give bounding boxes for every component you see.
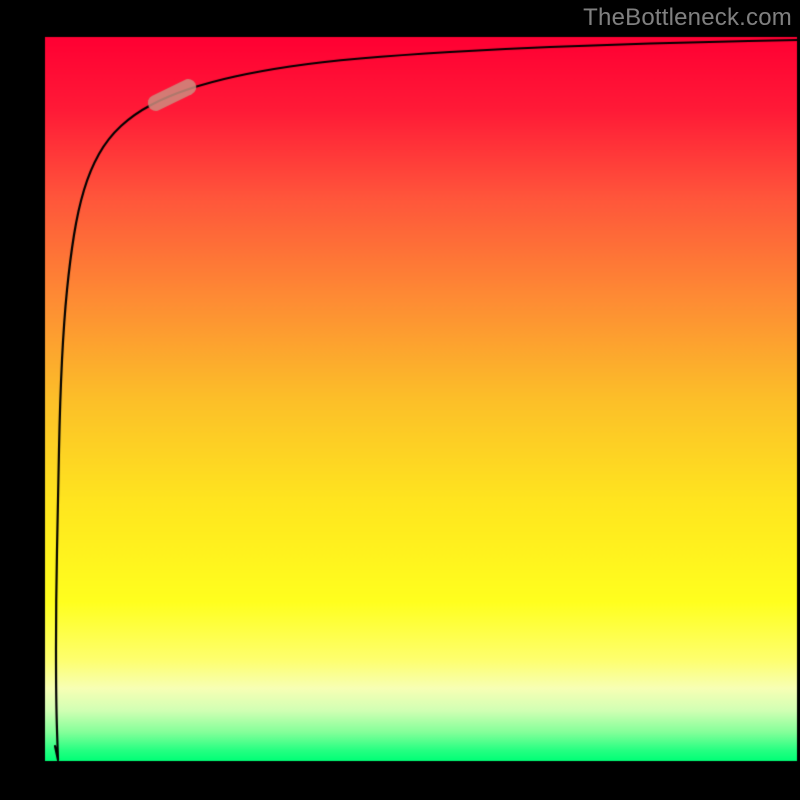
watermark-text: TheBottleneck.com <box>583 4 792 32</box>
chart-container: { "watermark": { "text": "TheBottleneck.… <box>0 0 800 800</box>
bottleneck-chart <box>0 0 800 800</box>
